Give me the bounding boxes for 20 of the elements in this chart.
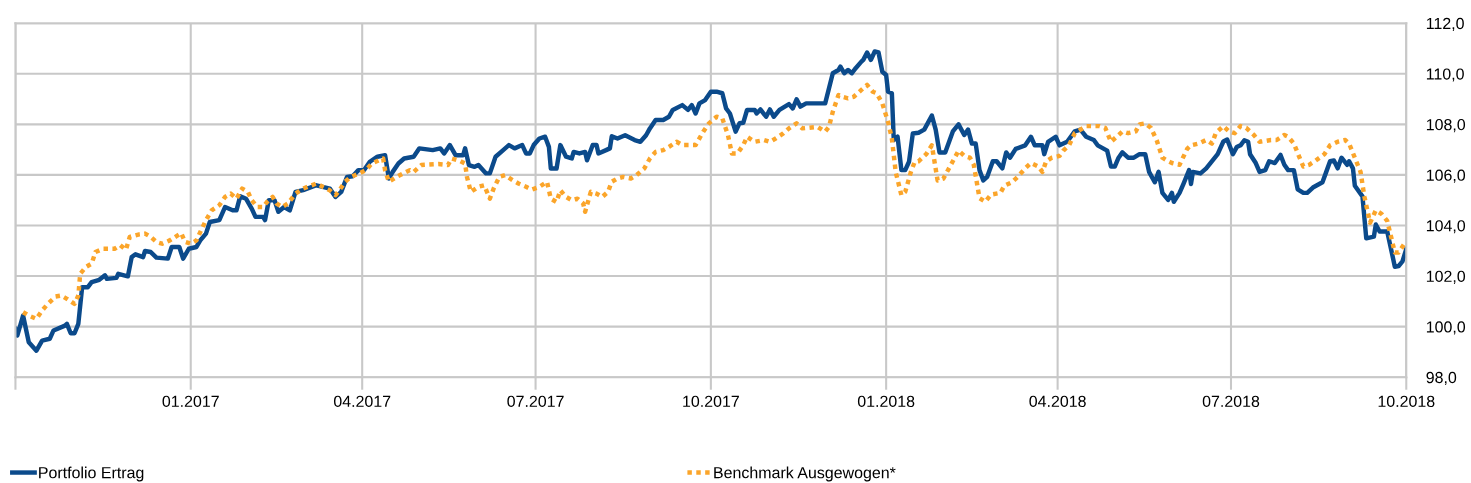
line-series [20, 82, 1407, 322]
x-tick-label: 10.2017 [683, 395, 739, 408]
x-tick-label: 10.2018 [1378, 395, 1435, 408]
y-tick-label: 108,0 [1426, 118, 1466, 133]
x-tick-label: 04.2018 [1029, 395, 1086, 408]
y-tick-label: 112,0 [1426, 17, 1464, 32]
y-tick-label: 106,0 [1426, 169, 1466, 183]
x-tick-label: 07.2018 [1202, 395, 1260, 408]
y-tick-label: 102,0 [1426, 270, 1466, 284]
y-tick-label: 110,0 [1426, 68, 1464, 82]
y-tick-label: 98,0 [1426, 371, 1457, 386]
x-tick-label: 01.2017 [162, 395, 219, 408]
line-series [15, 49, 1407, 353]
x-tick-label: 07.2017 [507, 395, 564, 408]
x-tick-label: 01.2018 [857, 395, 915, 408]
legend-label: Benchmark Ausgewogen* [714, 466, 896, 482]
y-tick-label: 100,0 [1426, 321, 1466, 335]
y-tick-label: 104,0 [1426, 220, 1466, 234]
legend-label: Portfolio Ertrag [39, 466, 144, 482]
x-tick-label: 04.2017 [333, 395, 391, 408]
